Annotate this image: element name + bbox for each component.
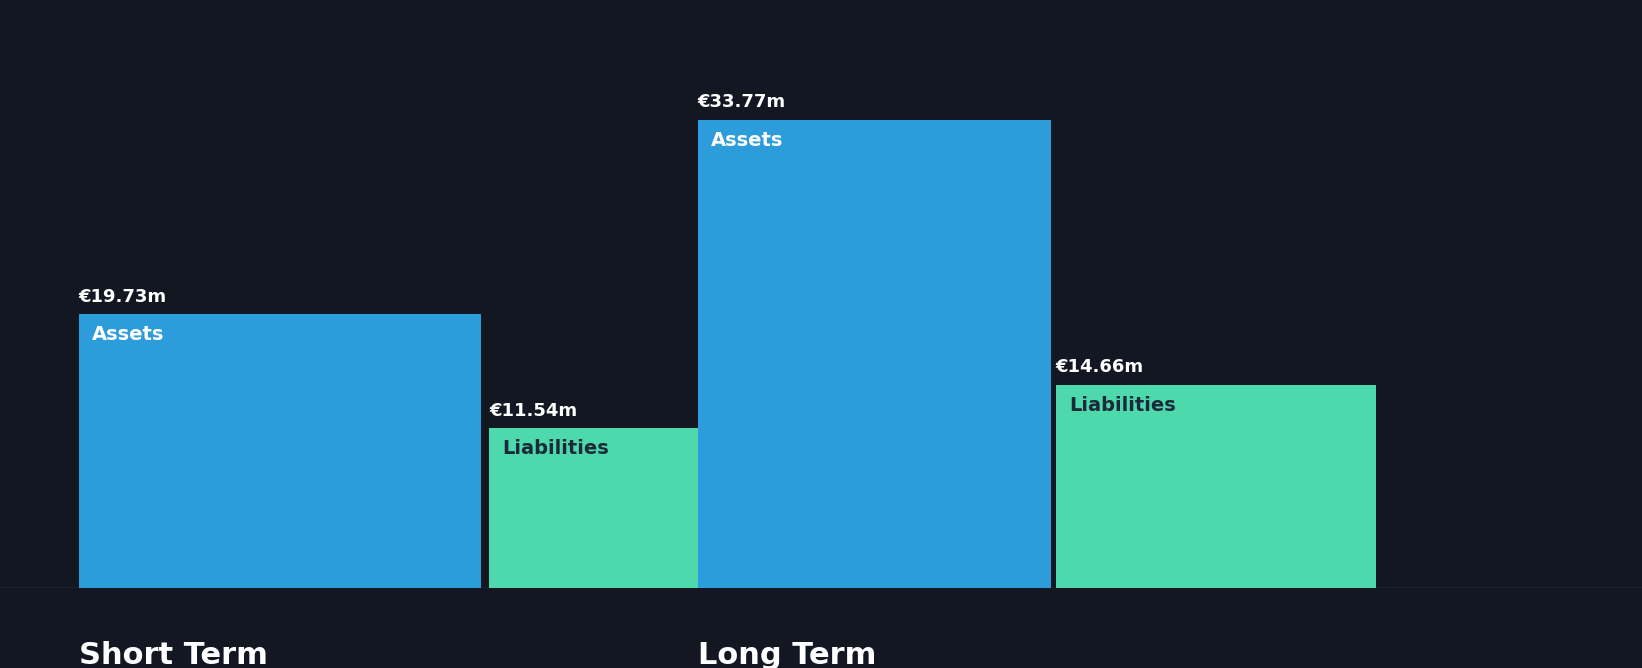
Text: €11.54m: €11.54m	[489, 401, 578, 420]
Text: Long Term: Long Term	[698, 641, 877, 668]
Text: €33.77m: €33.77m	[698, 94, 787, 112]
Text: Assets: Assets	[711, 131, 783, 150]
Text: Assets: Assets	[92, 325, 164, 345]
Text: €19.73m: €19.73m	[79, 288, 167, 306]
Bar	[698, 120, 1051, 588]
Text: €14.66m: €14.66m	[1056, 358, 1144, 376]
Bar	[489, 428, 777, 588]
Text: Liabilities: Liabilities	[1069, 395, 1176, 415]
Bar	[1056, 385, 1376, 588]
Text: Liabilities: Liabilities	[502, 439, 609, 458]
Text: Short Term: Short Term	[79, 641, 268, 668]
Bar	[79, 315, 481, 588]
